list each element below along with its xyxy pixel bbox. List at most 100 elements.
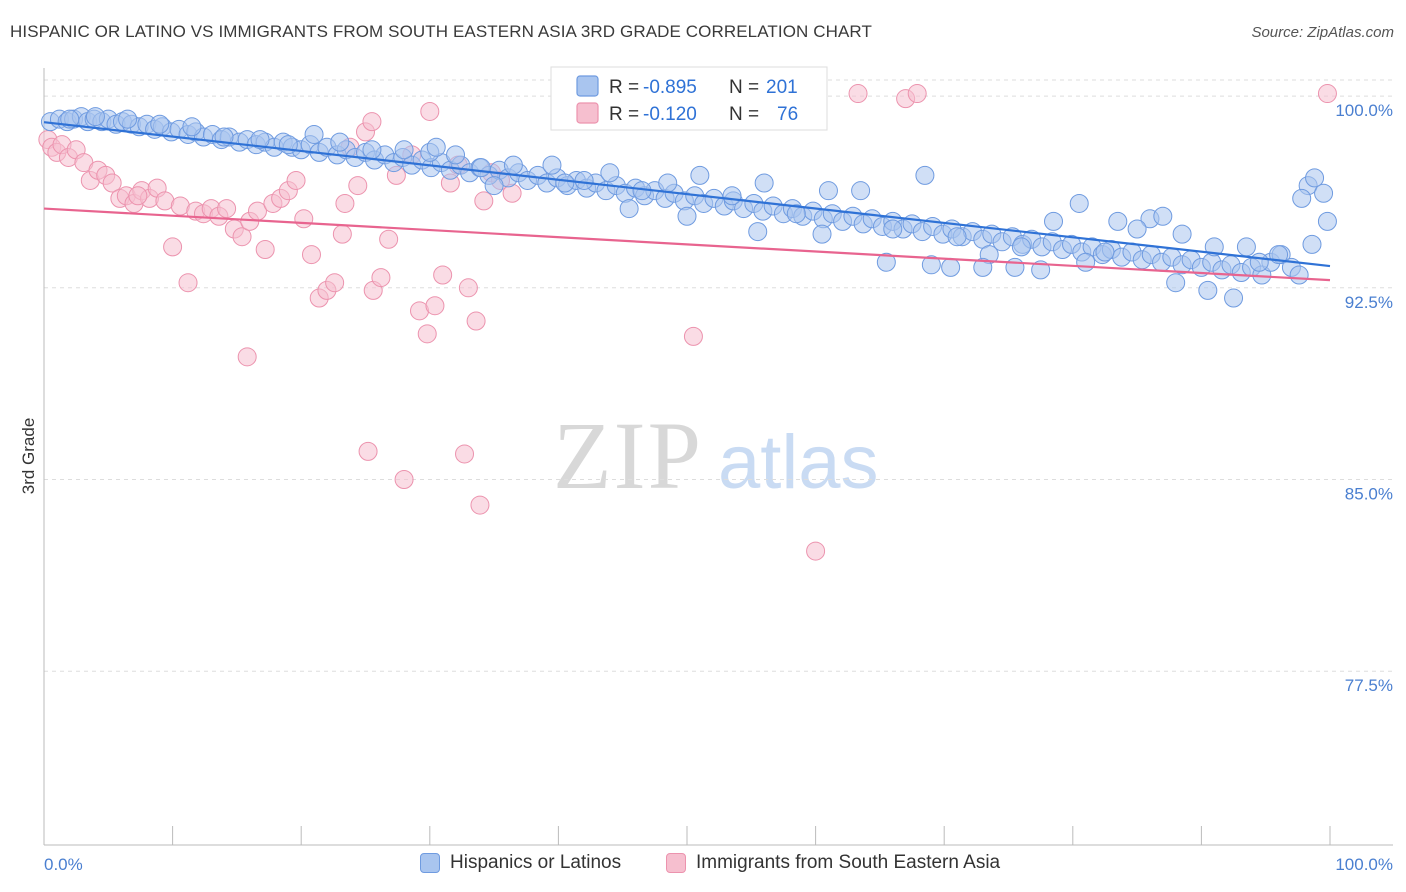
bottom-legend: Hispanics or Latinos Immigrants from Sou… xyxy=(0,852,1406,878)
pink-data-point xyxy=(325,273,345,293)
pink-data-point xyxy=(848,84,868,104)
legend-r-label-pink: R = xyxy=(609,104,639,125)
y-tick-labels: 100.0% 92.5% 85.0% 77.5% xyxy=(1335,101,1393,695)
blue-data-point xyxy=(1031,260,1051,280)
blue-data-point xyxy=(330,132,350,152)
blue-data-point xyxy=(118,109,138,129)
bottom-legend-label-hispanics: Hispanics or Latinos xyxy=(450,852,622,873)
trend-lines xyxy=(43,121,1331,282)
gridlines xyxy=(44,79,1393,672)
pink-data-point xyxy=(178,273,198,293)
blue-data-point xyxy=(812,224,832,244)
blue-data-point xyxy=(921,255,941,275)
blue-data-point xyxy=(973,257,993,277)
blue-data-point xyxy=(1044,211,1064,231)
pink-data-point xyxy=(332,224,352,244)
blue-data-point xyxy=(542,155,562,175)
pink-data-point xyxy=(474,191,494,211)
pink-data-point xyxy=(335,193,355,213)
pink-data-point xyxy=(394,470,414,490)
x-tick-labels: 0.0% 100.0% xyxy=(44,855,1393,874)
blue-data-point xyxy=(1076,252,1096,272)
pink-data-point xyxy=(420,101,440,121)
blue-data-point xyxy=(600,163,620,183)
blue-data-point xyxy=(85,107,105,127)
blue-data-point xyxy=(1095,242,1115,262)
blue-data-point xyxy=(690,165,710,185)
bottom-legend-item-hispanics: Hispanics or Latinos xyxy=(420,852,621,874)
blue-data-point xyxy=(883,219,903,239)
blue-data-point xyxy=(304,124,324,144)
pink-data-point xyxy=(458,278,478,298)
blue-data-point xyxy=(1198,280,1218,300)
legend-n-value-pink: 76 xyxy=(777,104,798,125)
bottom-legend-item-immigrants: Immigrants from South Eastern Asia xyxy=(666,852,1000,874)
legend-swatch-blue xyxy=(576,75,599,97)
blue-data-point xyxy=(555,173,575,193)
blue-data-point xyxy=(484,176,504,196)
blue-data-point xyxy=(818,181,838,201)
pink-data-point xyxy=(217,199,237,219)
blue-data-point xyxy=(362,140,382,160)
blue-data-point xyxy=(851,181,871,201)
blue-data-point xyxy=(574,170,594,190)
pink-data-point xyxy=(379,229,399,249)
watermark-atlas: atlas xyxy=(718,420,879,505)
watermark: ZIP atlas xyxy=(553,402,879,509)
blue-data-point xyxy=(1005,257,1025,277)
pink-data-point xyxy=(455,444,475,464)
blue-data-point xyxy=(1305,168,1325,188)
blue-data-point xyxy=(1204,237,1224,257)
blue-data-point xyxy=(1289,265,1309,285)
y-tick-label: 85.0% xyxy=(1345,485,1393,504)
y-tick-label: 77.5% xyxy=(1345,676,1393,695)
blue-data-point xyxy=(754,173,774,193)
y-tick-label: 92.5% xyxy=(1345,293,1393,312)
y-axis-label: 3rd Grade xyxy=(19,418,38,495)
legend: R = -0.895 N = 201 R = -0.120 N = 76 xyxy=(550,66,828,131)
pink-data-point xyxy=(255,239,275,259)
bottom-legend-swatch-pink xyxy=(666,853,686,873)
blue-data-point xyxy=(748,222,768,242)
blue-trend-line xyxy=(43,121,1331,268)
pink-data-point xyxy=(907,84,927,104)
pink-data-point xyxy=(348,176,368,196)
blue-data-point xyxy=(1224,288,1244,308)
legend-n-label-blue: N = xyxy=(729,77,759,98)
blue-data-point xyxy=(503,155,523,175)
blue-data-point xyxy=(1108,211,1128,231)
blue-data-point xyxy=(1292,188,1312,208)
pink-series-points xyxy=(38,84,1337,561)
pink-data-point xyxy=(358,441,378,461)
blue-data-point xyxy=(446,145,466,165)
legend-r-label-blue: R = xyxy=(609,77,639,98)
bottom-legend-label-immigrants: Immigrants from South Eastern Asia xyxy=(696,852,1001,873)
blue-data-point xyxy=(1172,224,1192,244)
y-tick-label: 100.0% xyxy=(1335,101,1393,120)
pink-data-point xyxy=(128,186,148,206)
blue-data-point xyxy=(876,252,896,272)
pink-data-point xyxy=(286,170,306,190)
blue-data-point xyxy=(941,257,961,277)
legend-r-value-pink: -0.120 xyxy=(643,104,697,125)
pink-data-point xyxy=(1317,84,1337,104)
source-label: Source: ZipAtlas.com xyxy=(1251,24,1394,41)
blue-data-point xyxy=(471,158,491,178)
blue-data-point xyxy=(1069,193,1089,213)
blue-data-point xyxy=(722,186,742,206)
legend-r-value-blue: -0.895 xyxy=(643,77,697,98)
pink-data-point xyxy=(237,347,257,367)
x-tick-label-max: 100.0% xyxy=(1335,855,1393,874)
blue-data-point xyxy=(786,204,806,224)
pink-data-point xyxy=(466,311,486,331)
blue-data-point xyxy=(1236,237,1256,257)
pink-data-point xyxy=(294,209,314,229)
axes xyxy=(43,68,1393,846)
pink-data-point xyxy=(371,268,391,288)
blue-data-point xyxy=(619,199,639,219)
pink-data-point xyxy=(301,245,321,265)
blue-data-point xyxy=(1011,237,1031,257)
pink-data-point xyxy=(806,541,826,561)
legend-n-value-blue: 201 xyxy=(766,77,798,98)
